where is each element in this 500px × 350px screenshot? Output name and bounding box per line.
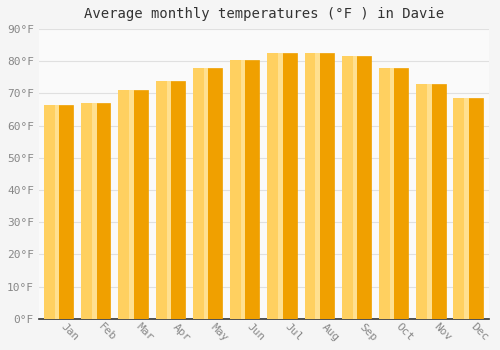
Bar: [343, 56, 371, 319]
Bar: [232, 60, 260, 319]
Bar: [390, 68, 394, 319]
Bar: [92, 103, 96, 319]
Bar: [268, 53, 282, 319]
Bar: [418, 84, 446, 319]
Bar: [82, 103, 110, 319]
Bar: [352, 56, 357, 319]
Bar: [379, 68, 394, 319]
Bar: [306, 53, 334, 319]
Bar: [157, 80, 185, 319]
Bar: [304, 53, 320, 319]
Bar: [416, 84, 432, 319]
Bar: [464, 98, 469, 319]
Bar: [194, 68, 222, 319]
Bar: [316, 53, 320, 319]
Bar: [204, 68, 208, 319]
Bar: [81, 103, 96, 319]
Bar: [46, 105, 73, 319]
Bar: [44, 105, 60, 319]
Bar: [455, 98, 483, 319]
Bar: [230, 60, 246, 319]
Bar: [342, 56, 357, 319]
Bar: [193, 68, 208, 319]
Bar: [130, 90, 134, 319]
Title: Average monthly temperatures (°F ) in Davie: Average monthly temperatures (°F ) in Da…: [84, 7, 444, 21]
Bar: [427, 84, 432, 319]
Bar: [118, 90, 134, 319]
Bar: [166, 80, 171, 319]
Bar: [55, 105, 60, 319]
Bar: [278, 53, 282, 319]
Bar: [156, 80, 171, 319]
Bar: [120, 90, 148, 319]
Bar: [454, 98, 469, 319]
Bar: [268, 53, 296, 319]
Bar: [241, 60, 246, 319]
Bar: [380, 68, 408, 319]
